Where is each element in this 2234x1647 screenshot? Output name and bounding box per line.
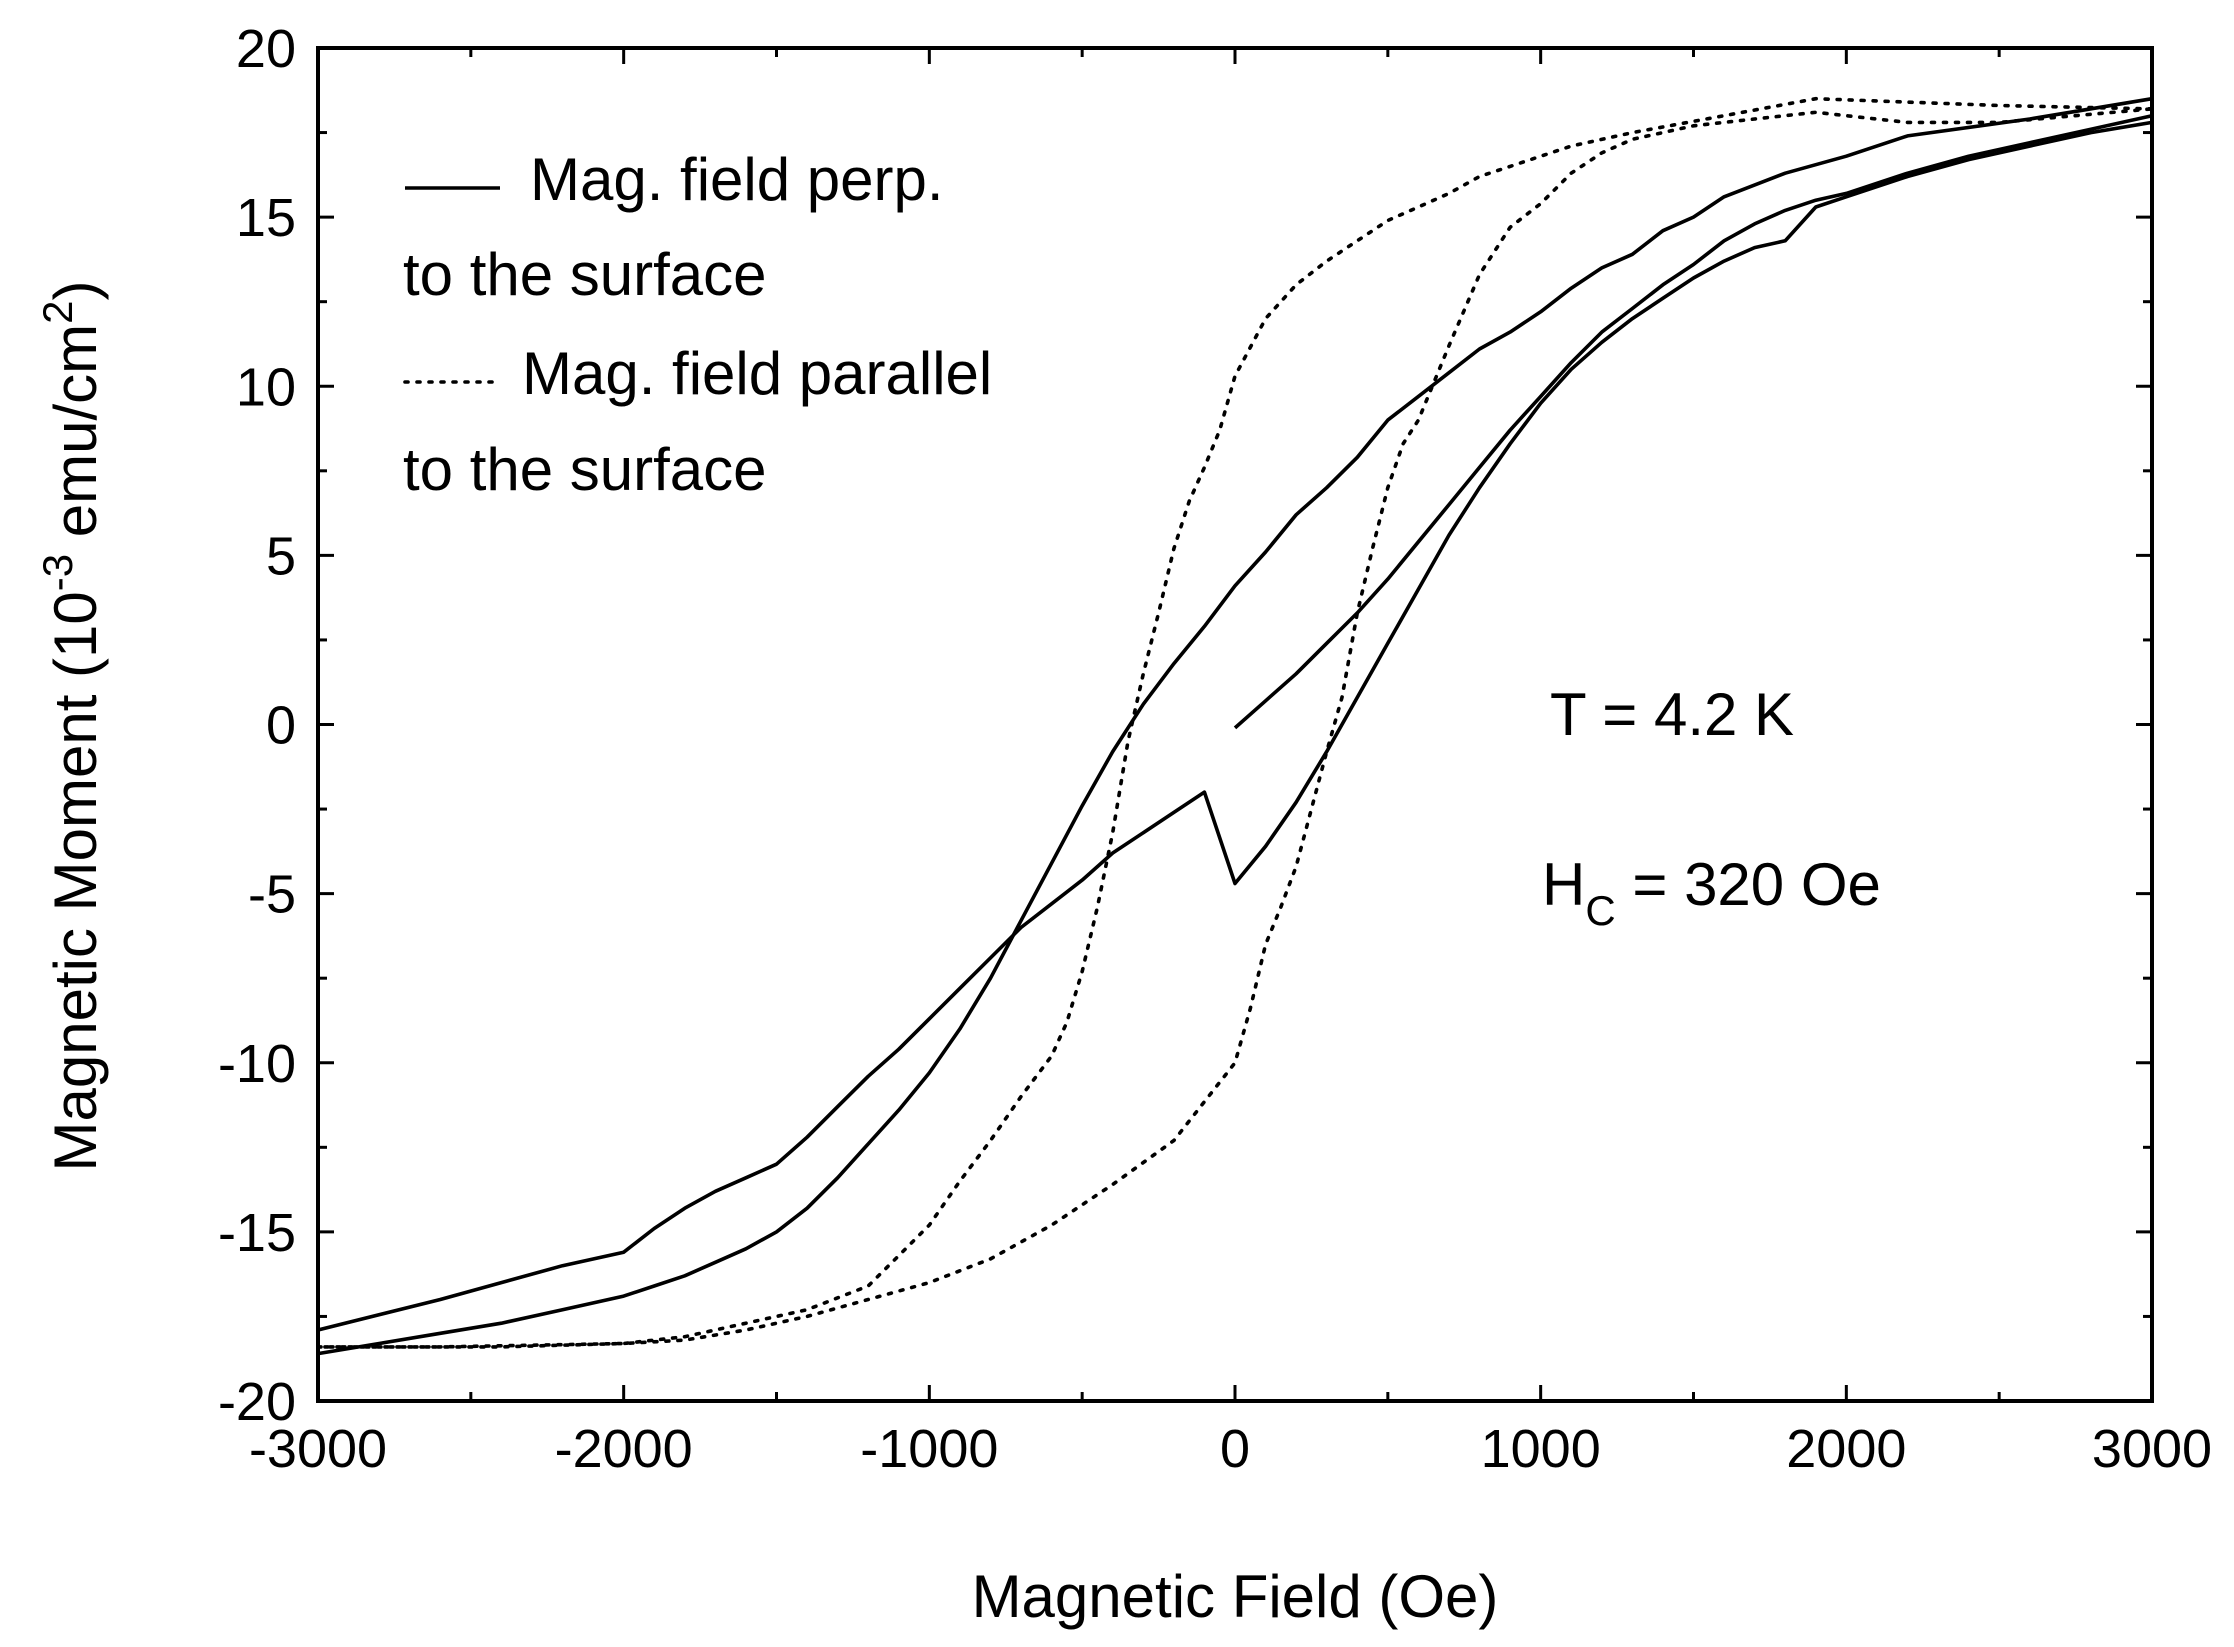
series-parallel-line-3 bbox=[316, 96, 2154, 1349]
y-axis-title-exponent-2: 2 bbox=[34, 300, 81, 323]
x-tick-label: 0 bbox=[1220, 1419, 1250, 1479]
y-tick-label: 5 bbox=[266, 526, 296, 586]
x-axis-title: Magnetic Field (Oe) bbox=[972, 1563, 1499, 1630]
axis-tick-labels: -3000 -2000 -1000 0 1000 2000 3000 -20 -15 -10 -5 0… bbox=[218, 19, 2212, 1479]
y-axis-title-end: ) bbox=[42, 280, 109, 300]
legend-entry-1-line-1: Mag. field perp. bbox=[530, 146, 944, 213]
series-parallel-line-4 bbox=[316, 107, 2154, 1349]
y-axis-title-main: Magnetic Moment (10 bbox=[42, 591, 109, 1171]
legend-entry-2-line-2: to the surface bbox=[403, 436, 767, 503]
y-tick-label: 0 bbox=[266, 696, 296, 756]
x-tick-label: 1000 bbox=[1481, 1419, 1601, 1479]
coercivity-subscript: C bbox=[1585, 887, 1615, 934]
coercivity-value: = 320 Oe bbox=[1616, 851, 1881, 918]
x-tick-label: -2000 bbox=[555, 1419, 693, 1479]
series-perp-line-2 bbox=[317, 120, 2153, 1332]
plot-frame bbox=[316, 46, 2154, 1403]
y-tick-label: 20 bbox=[236, 19, 296, 79]
x-tick-label: 3000 bbox=[2092, 1419, 2212, 1479]
x-tick-label: -3000 bbox=[249, 1419, 387, 1479]
y-axis-title-exponent-1: -3 bbox=[34, 554, 81, 591]
y-tick-label: -5 bbox=[248, 865, 296, 925]
data-series bbox=[316, 96, 2154, 1356]
y-axis-title: Magnetic Moment (10-3 emu/cm2) bbox=[34, 280, 109, 1171]
y-tick-label: -15 bbox=[218, 1203, 296, 1263]
y-tick-label: 15 bbox=[236, 188, 296, 248]
legend: Mag. field perp. to the surface Mag. fie… bbox=[403, 146, 992, 503]
coercivity-annotation: HC = 320 Oe bbox=[1542, 851, 1881, 934]
y-axis-title-middle: emu/cm bbox=[42, 324, 109, 554]
y-tick-label: -10 bbox=[218, 1034, 296, 1094]
series-perp-line-0 bbox=[1233, 113, 2153, 730]
legend-entry-1-line-2: to the surface bbox=[403, 241, 767, 308]
coercivity-symbol: H bbox=[1542, 851, 1585, 918]
temperature-annotation: T = 4.2 K bbox=[1550, 681, 1794, 748]
y-tick-label: -20 bbox=[218, 1372, 296, 1432]
x-tick-label: -1000 bbox=[860, 1419, 998, 1479]
x-tick-label: 2000 bbox=[1786, 1419, 1906, 1479]
legend-entry-2-line-1: Mag. field parallel bbox=[522, 340, 992, 407]
series-perp-line-1 bbox=[317, 96, 2153, 1356]
y-tick-label: 10 bbox=[236, 357, 296, 417]
